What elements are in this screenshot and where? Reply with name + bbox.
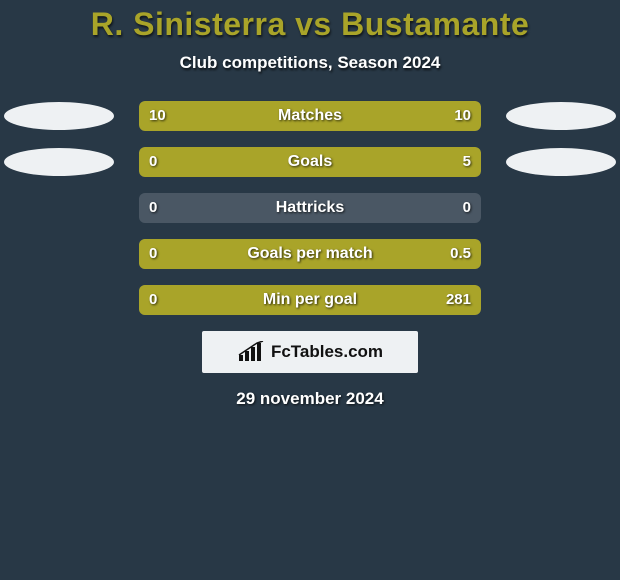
stat-value-right: 281: [446, 285, 471, 315]
brand-chart-icon: [237, 341, 265, 363]
stat-label: Hattricks: [139, 193, 481, 223]
stat-fill-right: [139, 285, 481, 315]
comparison-rows: 1010Matches05Goals00Hattricks00.5Goals p…: [0, 101, 620, 315]
comparison-row: 1010Matches: [0, 101, 620, 131]
stat-value-right: 10: [454, 101, 471, 131]
player-avatar-left: [4, 102, 114, 130]
snapshot-date: 29 november 2024: [0, 389, 620, 409]
player-avatar-left: [4, 148, 114, 176]
page-title: R. Sinisterra vs Bustamante: [0, 6, 620, 43]
stat-bar: 0281Min per goal: [139, 285, 481, 315]
comparison-card: R. Sinisterra vs Bustamante Club competi…: [0, 0, 620, 580]
brand-text: FcTables.com: [271, 342, 383, 362]
stat-bar: 05Goals: [139, 147, 481, 177]
stat-value-right: 0.5: [450, 239, 471, 269]
stat-value-right: 0: [463, 193, 471, 223]
stat-value-left: 0: [149, 147, 157, 177]
stat-bar: 1010Matches: [139, 101, 481, 131]
comparison-row: 0281Min per goal: [0, 285, 620, 315]
brand-badge: FcTables.com: [202, 331, 418, 373]
page-subtitle: Club competitions, Season 2024: [0, 53, 620, 73]
stat-value-left: 0: [149, 285, 157, 315]
comparison-row: 0 0Hattricks: [0, 193, 620, 223]
player-avatar-right: [506, 148, 616, 176]
stat-bar: 00.5Goals per match: [139, 239, 481, 269]
stat-fill-right: [139, 239, 481, 269]
stat-bar: 0 0Hattricks: [139, 193, 481, 223]
stat-value-right: 5: [463, 147, 471, 177]
stat-value-left: 0: [149, 193, 157, 223]
stat-value-left: 0: [149, 239, 157, 269]
comparison-row: 00.5Goals per match: [0, 239, 620, 269]
comparison-row: 05Goals: [0, 147, 620, 177]
stat-value-left: 10: [149, 101, 166, 131]
player-avatar-right: [506, 102, 616, 130]
stat-fill-right: [201, 147, 481, 177]
